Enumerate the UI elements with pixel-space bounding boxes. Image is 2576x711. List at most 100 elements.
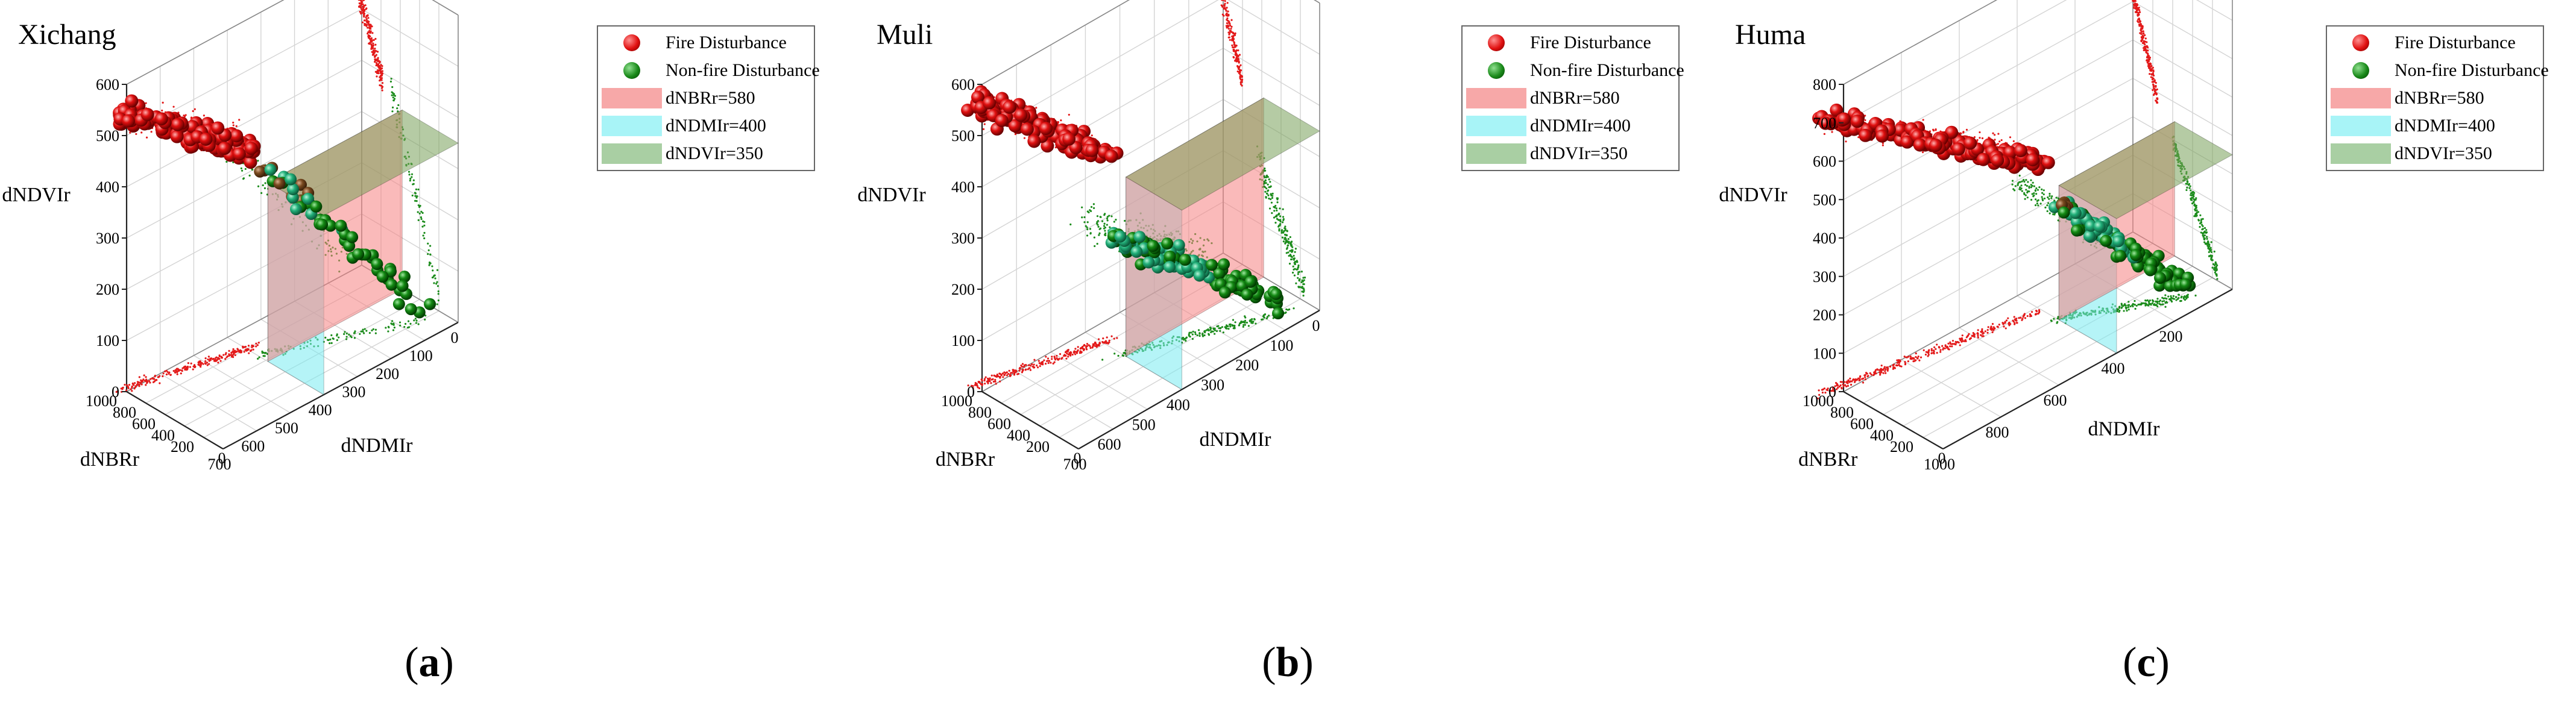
axis-line [1942,289,2233,449]
chart-panel-muli: 0 100 200 300 400 500 600 1000 800 600 400 200 700 60… [857,0,1717,711]
projection-dot [1889,365,1892,368]
projection-dot [1297,271,1300,274]
projection-dot [1094,341,1097,344]
projection-dot [2025,179,2027,181]
projection-dot [1302,295,1305,297]
non-fire-disturbance-point [1147,240,1159,252]
projection-dot [431,265,433,268]
projection-dot [244,168,247,171]
projection-dot [380,64,382,66]
projection-dot [1967,334,1970,337]
projection-dot [2015,319,2018,322]
fire-disturbance-point [1027,134,1041,148]
projection-dot [2021,180,2023,183]
fire-disturbance-point [1929,139,1942,152]
projection-dot [1288,255,1290,257]
projection-dot [206,364,209,366]
projection-dot [2019,181,2021,183]
projection-dot [1229,22,1231,25]
projection-dot [2163,299,2165,302]
x-tick-label: 800 [113,404,136,421]
fire-disturbance-point [2003,145,2017,159]
projection-dot [373,51,375,53]
projection-dot [1229,324,1231,326]
projection-dot [2053,318,2055,320]
projection-dot [2036,202,2038,205]
projection-dot [165,373,168,376]
projection-dot [1825,389,1828,391]
projection-dot [1944,347,1946,349]
projection-dot [187,362,189,365]
grid-line [1959,20,2059,386]
projection-dot [1953,343,1956,345]
projection-dot [1081,206,1083,208]
projection-dot [391,110,394,113]
projection-dot [411,173,414,175]
projection-dot [1225,10,1227,12]
scatter3d-plot-xichang: 0100200300400500600100080060040020070060… [2,0,459,473]
projection-dot [1266,316,1269,318]
projection-dot [234,351,236,354]
projection-dot [1053,361,1056,363]
projection-dot [2208,243,2211,246]
projection-dot [2029,313,2031,316]
projection-dot [1211,330,1213,333]
projection-dot [2214,271,2216,274]
fire-disturbance-point [1900,135,1914,149]
projection-dot [409,180,411,182]
projection-dot [370,39,372,42]
projection-dot [1194,333,1197,336]
non-fire-disturbance-point [1241,288,1253,301]
projection-dot [1294,251,1296,253]
projection-dot [2203,241,2206,243]
projection-dot [2012,319,2014,322]
projection-dot [344,331,346,333]
projection-dot [1007,372,1010,375]
non-fire-disturbance-point [1213,267,1226,280]
projection-dot [1089,228,1092,230]
projection-dot [1021,370,1024,372]
projection-dot [2020,316,2022,319]
projection-dot [1862,377,1865,380]
projection-dot [1265,196,1267,199]
projection-dot [1936,352,1938,354]
projection-dot [207,358,209,361]
projection-dot [2200,221,2202,224]
projection-dot [1284,225,1286,228]
projection-dot [372,328,374,330]
projection-dot [129,131,131,134]
projection-dot [2007,317,2009,319]
projection-dot [1842,385,1845,387]
projection-dot [1196,334,1198,337]
projection-dot [1291,271,1294,274]
projection-dot [428,264,430,266]
projection-dot [2152,70,2155,73]
projection-dot [1219,330,1221,332]
projection-dot [2146,51,2148,54]
projection-dot [1239,64,1242,66]
projection-dot [2134,304,2136,306]
projection-dot [260,192,263,194]
z-tick-label: 600 [951,76,975,93]
projection-dot [2191,202,2194,205]
projection-dot [393,98,396,100]
axis-edge [981,0,1130,85]
threshold-planes [267,109,459,395]
projection-dot [1823,133,1826,135]
projection-dot [999,380,1001,383]
projection-dot [1924,353,1927,356]
projection-dot [1252,321,1255,323]
projection-dot [1297,277,1299,279]
projection-dot [1846,380,1848,383]
projection-dot [217,362,219,364]
projection-dot [999,372,1001,375]
projection-dot [379,70,382,73]
projection-dot [1035,107,1038,109]
axis-edge [1843,0,1998,85]
projection-dot [1279,215,1282,218]
projection-dot [986,380,988,383]
projection-dot [1864,376,1866,378]
projection-dot [1821,391,1824,394]
z-tick-label: 600 [96,76,119,93]
projection-dot [1264,176,1266,178]
